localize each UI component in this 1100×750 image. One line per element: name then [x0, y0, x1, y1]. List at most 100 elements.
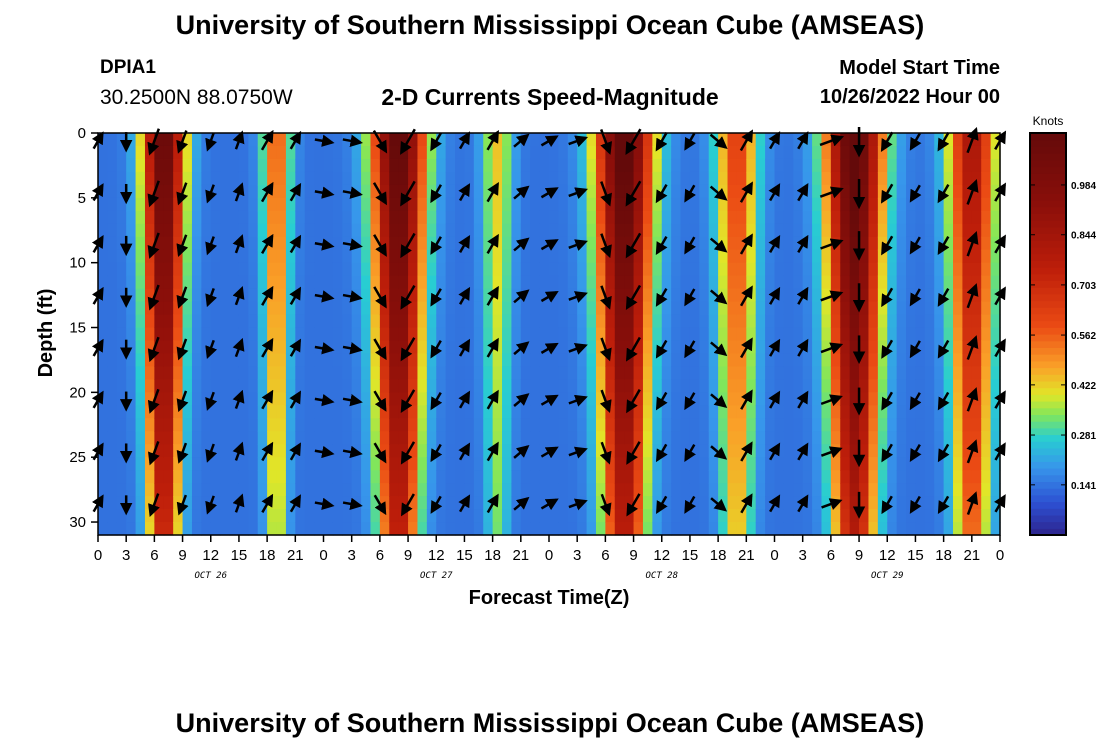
heatmap-cell: [990, 431, 1001, 445]
heatmap-cell: [257, 405, 268, 419]
current-vector: [937, 339, 950, 359]
heatmap-cell: [783, 223, 794, 238]
heatmap-cell: [633, 145, 644, 160]
heatmap-cell: [642, 133, 653, 147]
heatmap-cell: [530, 431, 541, 445]
heatmap-cell: [520, 405, 531, 419]
heatmap-cell: [107, 288, 118, 303]
heatmap-cell: [830, 301, 841, 316]
heatmap-cell: [924, 275, 935, 290]
heatmap-cell: [915, 314, 926, 329]
heatmap-cell: [849, 210, 860, 225]
heatmap-cell: [210, 431, 221, 445]
heatmap-cell: [351, 353, 362, 368]
current-vector: [314, 393, 335, 407]
heatmap-cell: [492, 366, 503, 380]
heatmap-cell: [859, 483, 870, 497]
heatmap-cell: [107, 496, 118, 510]
heatmap-cell: [539, 522, 550, 536]
heatmap-cell: [821, 418, 832, 432]
heatmap-cell: [830, 366, 841, 380]
colorbar-band: [1030, 313, 1066, 322]
heatmap-cell: [135, 262, 146, 277]
heatmap-cell: [276, 340, 287, 355]
heatmap-cell: [323, 522, 334, 536]
heatmap-cell: [887, 470, 898, 484]
x-tick-label: 6: [150, 547, 158, 564]
heatmap-cell: [943, 457, 954, 471]
heatmap-cell: [708, 470, 719, 484]
heatmap-cell: [549, 327, 559, 342]
heatmap-cell: [502, 275, 513, 290]
heatmap-cell: [558, 210, 569, 225]
heatmap-cell: [642, 171, 653, 186]
current-vector: [909, 340, 922, 359]
heatmap-cell: [595, 353, 606, 368]
heatmap-cell: [229, 223, 240, 238]
heatmap-cell: [859, 327, 870, 342]
heatmap-cell: [671, 171, 682, 186]
x-tick-label: 15: [456, 547, 473, 564]
heatmap-cell: [746, 509, 757, 523]
heatmap-cell: [652, 522, 663, 536]
heatmap-cell: [530, 197, 541, 212]
heatmap-cell: [652, 405, 663, 419]
heatmap-cell: [455, 249, 466, 264]
heatmap-cell: [520, 262, 531, 277]
heatmap-cell: [473, 366, 484, 380]
colorbar-band: [1030, 273, 1066, 281]
heatmap-cell: [285, 483, 296, 497]
heatmap-cell: [849, 275, 860, 290]
heatmap-cell: [812, 379, 823, 393]
heatmap-cell: [173, 301, 184, 316]
heatmap-cell: [520, 327, 531, 342]
heatmap-cell: [981, 379, 992, 393]
heatmap-cell: [595, 158, 606, 173]
heatmap-cell: [859, 444, 870, 458]
heatmap-cell: [257, 145, 268, 160]
x-tick-label: 9: [178, 547, 186, 564]
heatmap-cell: [943, 483, 954, 497]
current-vector: [626, 441, 641, 465]
heatmap-cell: [812, 353, 823, 368]
heatmap-cell: [379, 509, 390, 523]
heatmap-cell: [483, 470, 494, 484]
heatmap-cell: [464, 327, 475, 342]
heatmap-cell: [464, 353, 475, 368]
current-vector: [739, 181, 753, 203]
heatmap-cell: [276, 353, 287, 368]
heatmap-cell: [342, 145, 353, 160]
heatmap-cell: [680, 171, 691, 186]
heatmap-cell: [98, 301, 108, 316]
heatmap-cell: [877, 418, 888, 432]
heatmap-cell: [699, 353, 710, 368]
heatmap-cell: [361, 431, 372, 445]
heatmap-cell: [229, 158, 240, 173]
heatmap-cell: [220, 145, 231, 160]
current-vector: [796, 131, 809, 150]
heatmap-cell: [436, 301, 447, 316]
heatmap-cell: [783, 353, 794, 368]
heatmap-cell: [323, 379, 334, 393]
current-vector: [655, 391, 668, 411]
heatmap-cell: [624, 470, 635, 484]
heatmap-cell: [877, 249, 888, 264]
heatmap-cell: [708, 483, 719, 497]
heatmap-cell: [238, 262, 249, 277]
colorbar-band: [1030, 200, 1066, 208]
heatmap-cell: [567, 470, 578, 484]
heatmap-cell: [210, 223, 221, 238]
heatmap-cell: [483, 418, 494, 432]
heatmap-cell: [793, 145, 804, 160]
heatmap-cell: [981, 470, 992, 484]
current-vector: [513, 133, 530, 148]
heatmap-cell: [126, 262, 137, 277]
heatmap-cell: [671, 314, 682, 329]
heatmap-cell: [642, 509, 653, 523]
heatmap-cell: [671, 158, 682, 173]
heatmap-cell: [436, 249, 447, 264]
heatmap-cell: [144, 431, 155, 445]
heatmap-cell: [520, 158, 531, 173]
heatmap-cell: [342, 301, 353, 316]
heatmap-cell: [267, 171, 278, 186]
